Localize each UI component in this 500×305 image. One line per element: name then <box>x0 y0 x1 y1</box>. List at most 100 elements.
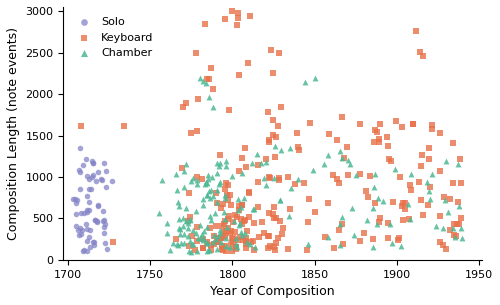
Chamber <box>336 243 344 248</box>
Solo <box>74 228 82 233</box>
Keyboard <box>188 131 196 135</box>
Solo <box>75 232 83 237</box>
Keyboard <box>200 22 208 27</box>
Chamber <box>406 217 414 222</box>
Chamber <box>442 158 450 163</box>
Solo <box>87 187 95 192</box>
Chamber <box>232 235 240 240</box>
Keyboard <box>274 123 281 128</box>
Chamber <box>348 206 356 210</box>
Keyboard <box>276 218 283 223</box>
Keyboard <box>279 226 287 231</box>
Keyboard <box>238 222 246 227</box>
Keyboard <box>271 247 279 252</box>
Keyboard <box>264 246 272 250</box>
Keyboard <box>245 189 253 194</box>
Chamber <box>193 181 201 186</box>
Chamber <box>176 232 184 237</box>
Keyboard <box>199 245 207 250</box>
Keyboard <box>214 239 222 244</box>
Chamber <box>324 153 332 158</box>
Keyboard <box>274 175 282 180</box>
Chamber <box>184 234 192 239</box>
Solo <box>100 161 108 166</box>
Keyboard <box>294 148 302 153</box>
Chamber <box>352 172 360 177</box>
Chamber <box>209 194 217 199</box>
Keyboard <box>330 245 338 250</box>
Chamber <box>426 196 434 201</box>
Solo <box>86 186 94 191</box>
Keyboard <box>270 71 278 76</box>
Chamber <box>226 244 234 249</box>
Solo <box>100 230 108 235</box>
Keyboard <box>212 223 220 228</box>
Chamber <box>176 240 184 245</box>
Keyboard <box>178 166 186 171</box>
Keyboard <box>212 191 220 196</box>
Chamber <box>310 75 318 80</box>
Keyboard <box>221 244 229 249</box>
Solo <box>89 160 97 165</box>
Keyboard <box>254 180 262 185</box>
Chamber <box>164 221 172 225</box>
Chamber <box>188 242 196 246</box>
Keyboard <box>356 239 364 243</box>
Chamber <box>186 216 194 221</box>
Chamber <box>198 231 205 236</box>
Keyboard <box>265 137 273 142</box>
Keyboard <box>194 97 202 102</box>
Chamber <box>251 244 259 249</box>
Keyboard <box>324 201 332 206</box>
Keyboard <box>238 156 246 160</box>
Solo <box>99 208 107 213</box>
Chamber <box>241 231 249 235</box>
Keyboard <box>275 178 283 183</box>
Keyboard <box>206 242 214 247</box>
Solo <box>92 219 100 224</box>
Chamber <box>187 250 195 255</box>
Keyboard <box>191 248 199 253</box>
Solo <box>86 244 94 249</box>
Keyboard <box>436 239 444 244</box>
Keyboard <box>216 152 224 157</box>
Keyboard <box>185 190 193 195</box>
Keyboard <box>226 231 234 236</box>
Chamber <box>243 239 251 244</box>
Keyboard <box>254 163 262 167</box>
Chamber <box>276 198 283 203</box>
Keyboard <box>222 248 230 253</box>
Keyboard <box>385 156 393 161</box>
Keyboard <box>398 203 406 208</box>
Solo <box>72 212 80 217</box>
Chamber <box>179 223 187 228</box>
Chamber <box>216 180 224 185</box>
Chamber <box>253 152 261 157</box>
Keyboard <box>227 229 235 234</box>
Chamber <box>338 214 346 219</box>
Keyboard <box>418 153 426 158</box>
Solo <box>84 239 92 243</box>
Chamber <box>250 207 258 212</box>
Keyboard <box>271 154 279 159</box>
Chamber <box>213 161 221 166</box>
Keyboard <box>224 198 232 203</box>
Chamber <box>206 214 214 218</box>
Keyboard <box>236 234 244 239</box>
Keyboard <box>272 216 280 221</box>
Keyboard <box>272 135 280 139</box>
Keyboard <box>412 29 420 34</box>
Keyboard <box>218 224 226 228</box>
Keyboard <box>172 236 180 241</box>
Keyboard <box>269 133 277 138</box>
Keyboard <box>294 145 302 150</box>
Chamber <box>216 231 224 235</box>
Keyboard <box>233 215 241 220</box>
Chamber <box>204 173 212 178</box>
Keyboard <box>384 236 392 241</box>
Keyboard <box>333 137 341 142</box>
Chamber <box>260 175 268 180</box>
Chamber <box>344 157 351 162</box>
Chamber <box>223 225 231 230</box>
Chamber <box>379 198 387 203</box>
